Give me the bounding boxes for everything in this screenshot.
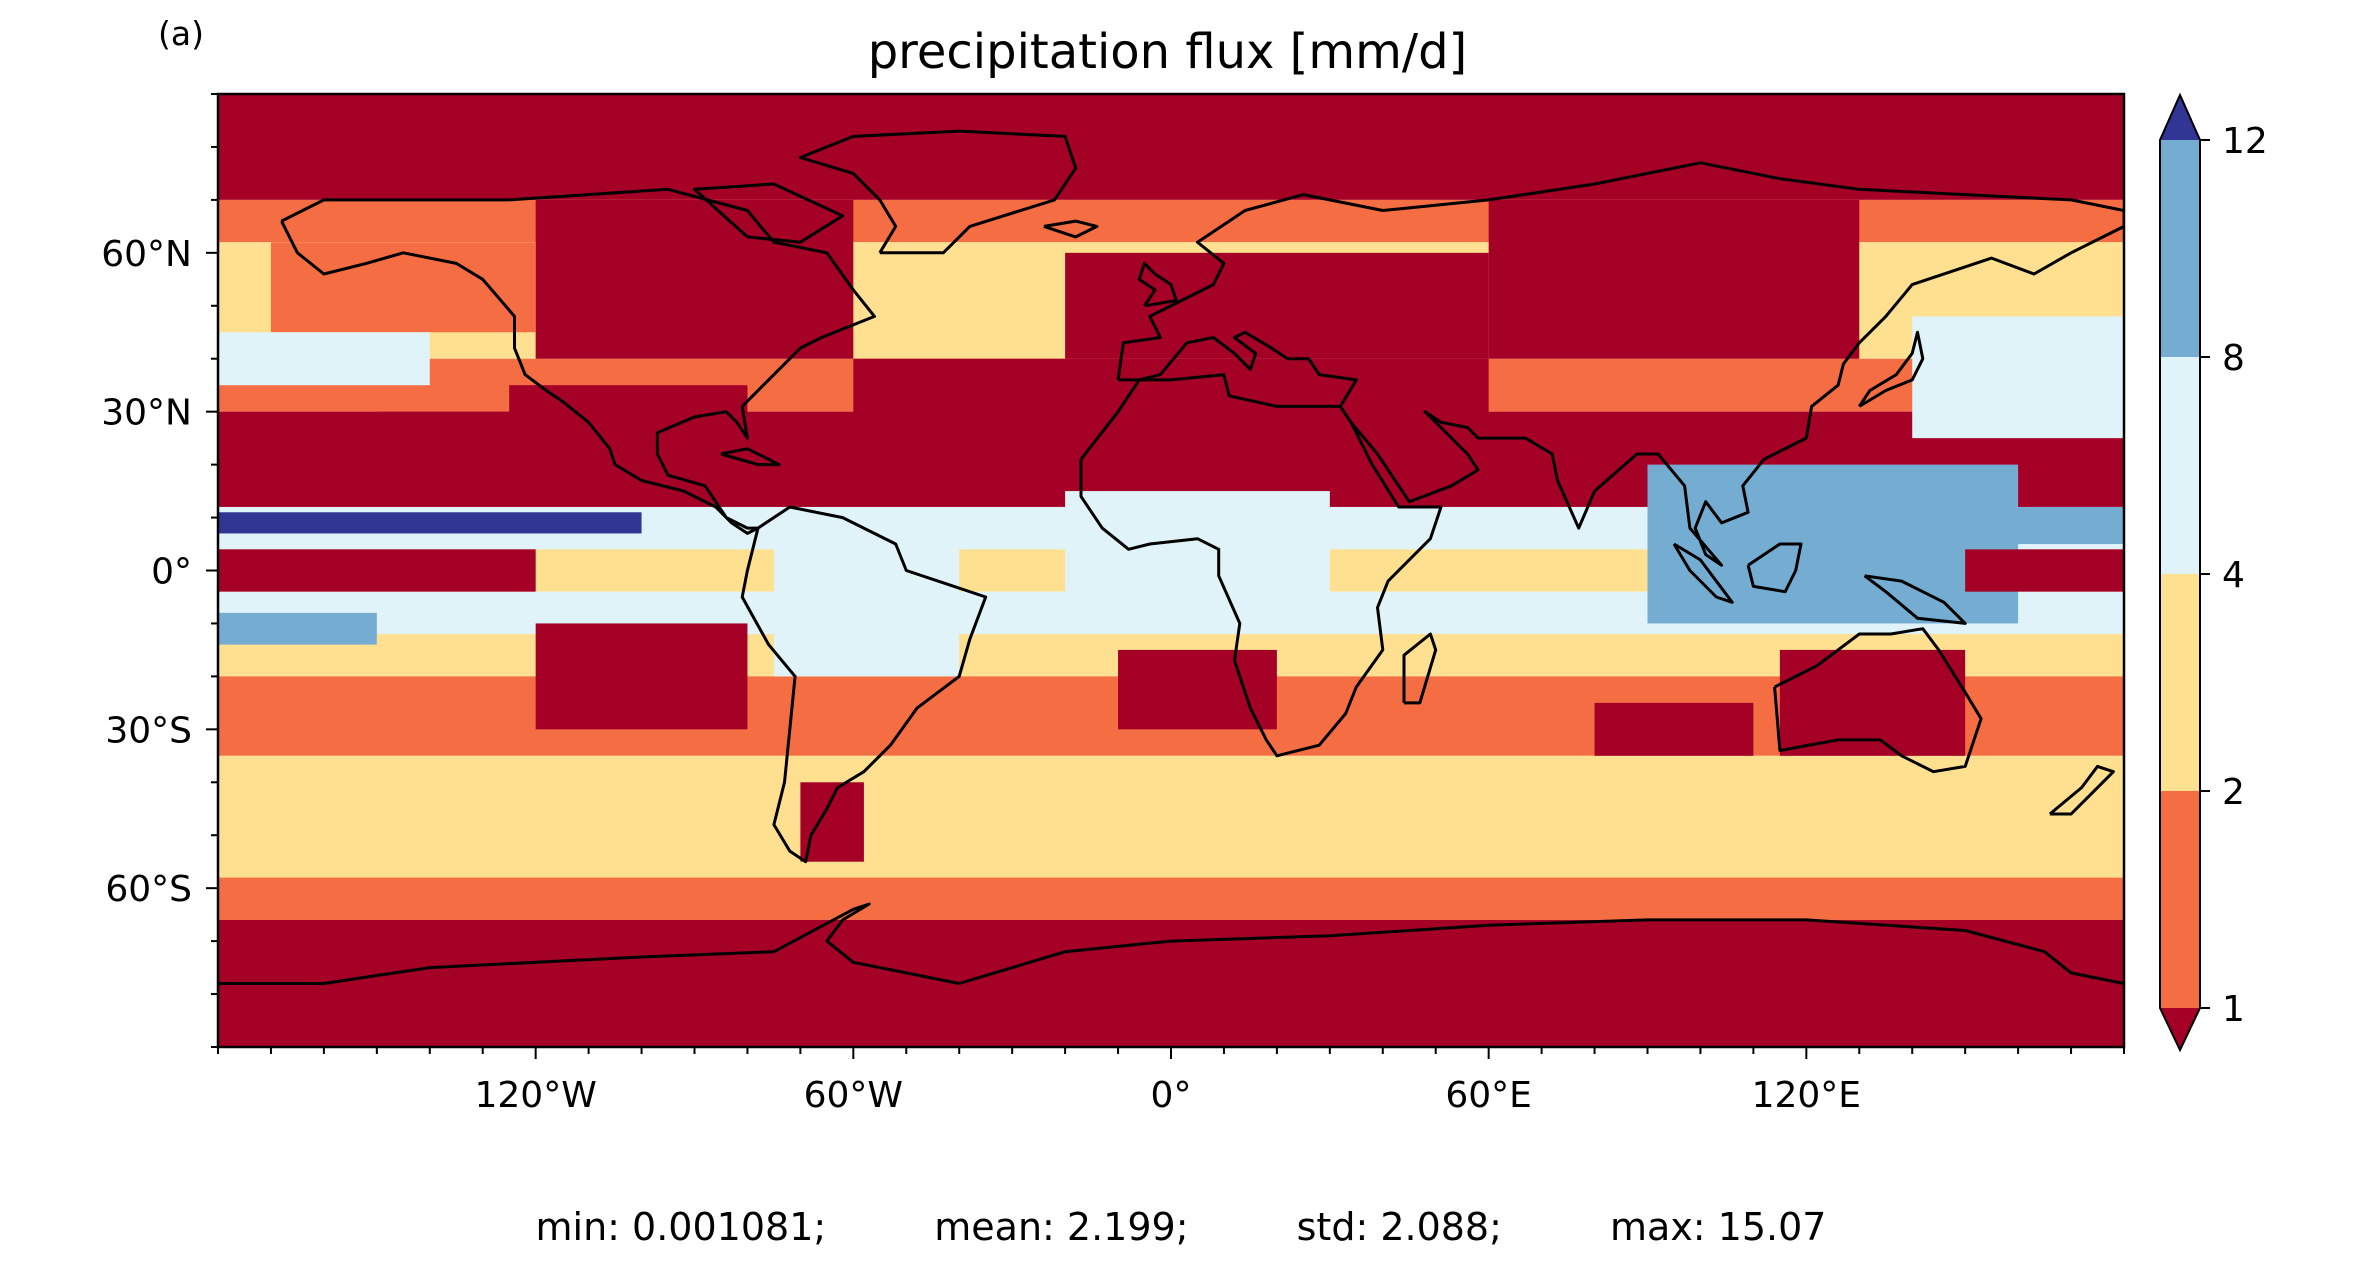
precip-zone-0 — [218, 94, 2124, 200]
stat-max: max: 15.07 — [1610, 1205, 1827, 1249]
colorbar-segment-1 — [2160, 574, 2200, 791]
coastline-cuba — [720, 447, 781, 467]
precip-region-12 — [1118, 649, 1277, 730]
coastline-antarctica — [218, 902, 2124, 985]
map-title: precipitation flux [mm/d] — [867, 24, 1468, 80]
precip-region-11 — [535, 623, 748, 730]
precip-region-20 — [1912, 316, 2124, 439]
precip-region-19 — [270, 242, 536, 333]
x-tick-label: 60°W — [804, 1075, 903, 1116]
stat-min: min: 0.001081; — [535, 1205, 827, 1249]
precip-region-21 — [218, 332, 430, 386]
coastline-south-america — [740, 505, 988, 864]
precip-region-15 — [1965, 549, 2124, 592]
colorbar-tick-label: 2 — [2222, 772, 2245, 813]
precip-region-0 — [509, 385, 748, 492]
y-tick-label: 30°N — [101, 393, 192, 434]
precip-region-14 — [218, 549, 536, 592]
statistics-line: min: 0.001081; mean: 2.199; std: 2.088; … — [0, 1205, 2362, 1249]
y-axis-ticks: 60°N 30°N 0° 30°S 60°S — [101, 93, 218, 1048]
coastline-north-america — [280, 187, 876, 535]
coastline-sumatra — [1672, 542, 1734, 604]
precip-region-16 — [218, 612, 377, 645]
coastlines — [218, 129, 2124, 985]
colorbar-tick-label: 12 — [2222, 121, 2268, 162]
precip-zone-12 — [218, 919, 2124, 1047]
stat-std: std: 2.088; — [1296, 1205, 1502, 1249]
colorbar-extend-min — [2160, 1008, 2200, 1050]
coastline-eurasia — [1116, 161, 2124, 567]
coastline-madagascar — [1402, 632, 1438, 705]
precip-region-5 — [1488, 199, 1860, 359]
colorbar-segment-0 — [2160, 791, 2200, 1008]
coastline-japan — [1858, 330, 1925, 408]
colorbar-tick-label: 4 — [2222, 555, 2245, 596]
y-tick-label: 60°N — [101, 234, 192, 275]
precipitation-field — [218, 94, 2124, 1047]
precip-region-9 — [1912, 506, 2124, 545]
precip-region-1 — [376, 411, 536, 492]
precip-region-18 — [800, 782, 864, 862]
precip-region-2 — [535, 199, 854, 359]
precip-zone-11 — [218, 877, 2124, 920]
x-tick-label: 60°E — [1445, 1075, 1532, 1116]
colorbar-segment-3 — [2160, 140, 2200, 357]
colorbar-tick-label: 8 — [2222, 338, 2245, 379]
precip-region-7 — [773, 517, 960, 677]
x-tick-label: 120°W — [475, 1075, 597, 1116]
y-tick-label: 60°S — [105, 869, 192, 910]
x-tick-label: 0° — [1151, 1075, 1192, 1116]
y-tick-label: 30°S — [105, 710, 192, 751]
precip-region-13 — [1594, 702, 1754, 756]
coastline-new-guinea — [1863, 574, 1967, 625]
coastline-greenland — [798, 129, 1078, 255]
x-tick-label: 120°E — [1752, 1075, 1861, 1116]
precip-region-10 — [218, 512, 642, 534]
y-tick-label: 0° — [151, 552, 192, 593]
coastline-new-zealand — [2048, 764, 2115, 816]
colorbar-tick-label: 1 — [2222, 989, 2245, 1030]
coastline-baffin — [693, 182, 845, 244]
coastline-borneo — [1746, 542, 1803, 594]
x-axis-ticks: 120°W 60°W 0° 60°E 120°E — [217, 1047, 2125, 1116]
stat-mean: mean: 2.199; — [934, 1205, 1189, 1249]
map-plot-area: 120°W 60°W 0° 60°E 120°E 60°N 30°N 0° 30°S 60°S — [101, 92, 2126, 1116]
precip-region-6 — [1065, 491, 1330, 624]
coastline-australia — [1773, 627, 1983, 774]
colorbar-extend-max — [2160, 95, 2200, 140]
coastline-iceland — [1043, 219, 1099, 239]
precip-zone-10 — [218, 755, 2124, 878]
coastline-uk — [1137, 261, 1178, 308]
coastline-africa — [1079, 373, 1443, 758]
colorbar-segment-2 — [2160, 357, 2200, 574]
panel-label: (a) — [158, 14, 204, 53]
